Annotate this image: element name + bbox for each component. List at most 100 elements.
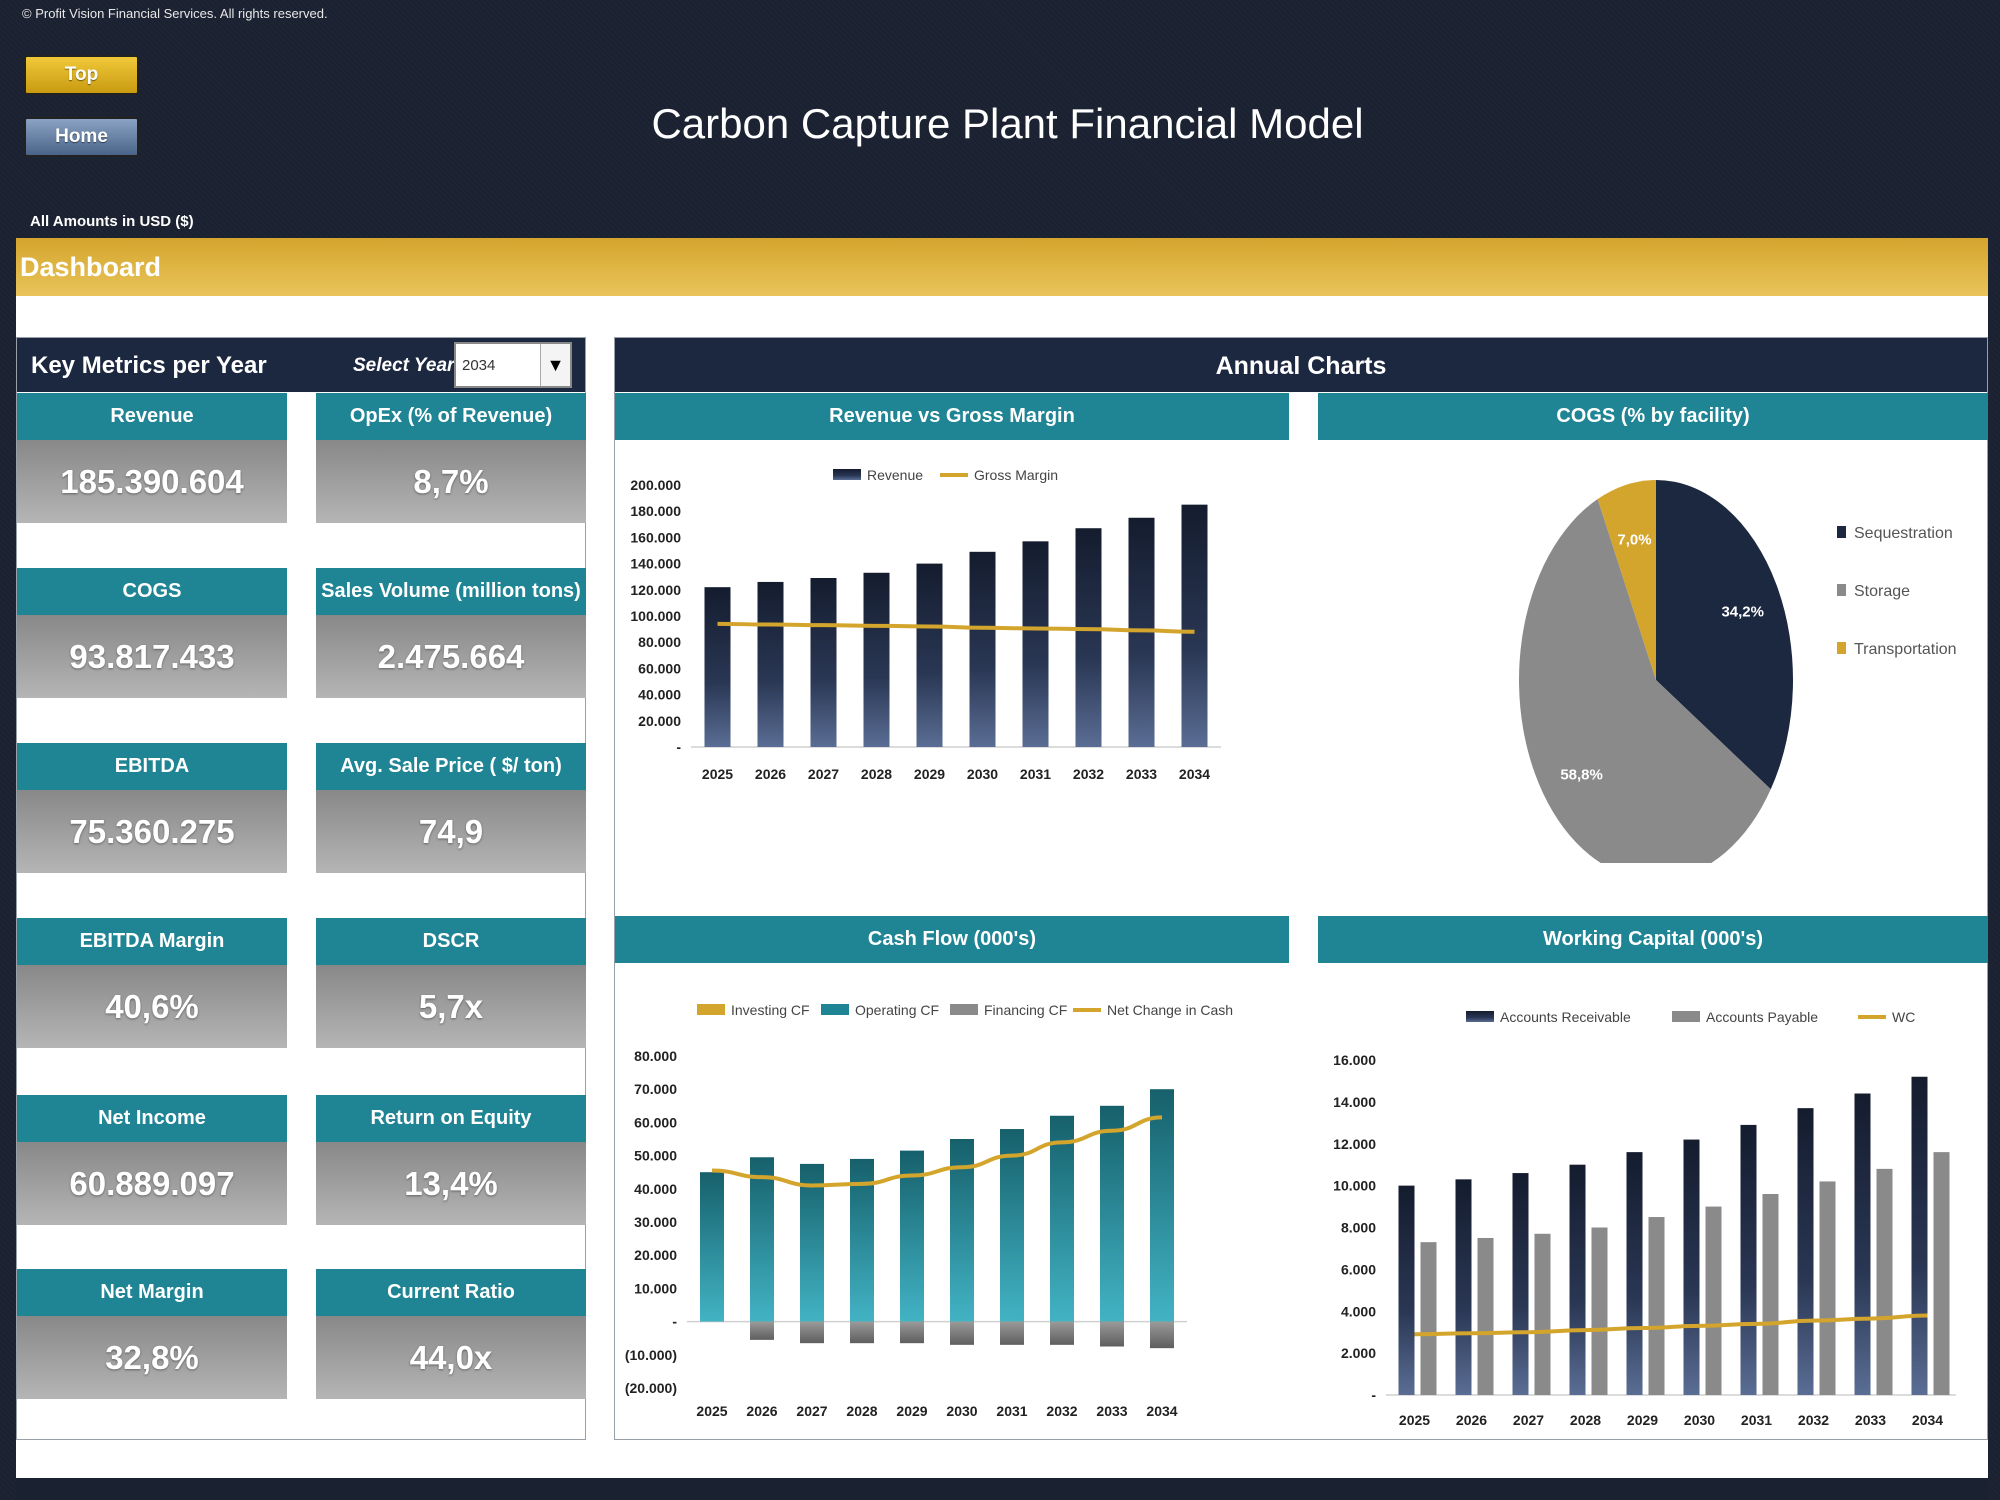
bar-operating-cf [800, 1163, 824, 1322]
x-tick-label: 2029 [1627, 1412, 1658, 1428]
key-metrics-header: Key Metrics per Year Select Year 2034 ▼ [17, 338, 585, 392]
bar-financing-cf [1150, 1321, 1174, 1349]
y-tick-label: - [676, 739, 681, 755]
bar-operating-cf [850, 1158, 874, 1322]
y-tick-label: 200.000 [630, 477, 681, 493]
metric-label: COGS [17, 568, 287, 615]
pie-slice-storage [1519, 499, 1771, 881]
metric-value: 13,4% [316, 1142, 586, 1225]
bar-accounts-payable [1648, 1217, 1665, 1395]
y-tick-label: 16.000 [1333, 1052, 1376, 1068]
bar-revenue [1022, 541, 1049, 747]
legend-swatch [1837, 584, 1846, 596]
x-tick-label: 2032 [1046, 1403, 1077, 1419]
bar-revenue [704, 587, 731, 747]
bar-operating-cf [900, 1150, 924, 1322]
x-tick-label: 2033 [1855, 1412, 1886, 1428]
pie-slice-sequestration [1656, 480, 1793, 790]
home-button[interactable]: Home [24, 117, 139, 157]
cogs-chart: COGS (% by facility) 34,2% 58,8% 7,0% Seque… [1318, 393, 1988, 881]
metric-card: OpEx (% of Revenue) 8,7% [316, 393, 586, 523]
bar-accounts-payable [1591, 1227, 1608, 1395]
y-tick-label: 4.000 [1341, 1303, 1376, 1319]
x-tick-label: 2034 [1912, 1412, 1943, 1428]
x-tick-label: 2025 [696, 1403, 727, 1419]
legend-label: Investing CF [731, 1002, 810, 1018]
metric-card: Avg. Sale Price ( $/ ton) 74,9 [316, 743, 586, 873]
bar-accounts-receivable [1455, 1179, 1472, 1395]
metric-label: Revenue [17, 393, 287, 440]
bar-revenue [863, 572, 890, 747]
metric-card: Return on Equity 13,4% [316, 1095, 586, 1225]
x-tick-label: 2030 [946, 1403, 977, 1419]
x-tick-label: 2034 [1179, 766, 1210, 782]
y-tick-label: 30.000 [634, 1214, 677, 1230]
metric-value: 185.390.604 [17, 440, 287, 523]
x-tick-label: 2030 [1684, 1412, 1715, 1428]
metric-card: Current Ratio 44,0x [316, 1269, 586, 1399]
line-net-change-in-cash [711, 1115, 1163, 1188]
y-tick-label: 8.000 [1341, 1220, 1376, 1236]
metric-label: Net Margin [17, 1269, 287, 1316]
top-button[interactable]: Top [24, 55, 139, 95]
y-tick-label: 50.000 [634, 1148, 677, 1164]
cashflow-chart-title: Cash Flow (000's) [615, 916, 1289, 963]
bar-operating-cf [750, 1157, 774, 1322]
x-tick-label: 2029 [896, 1403, 927, 1419]
bar-financing-cf [800, 1321, 824, 1344]
cashflow-chart-svg: (20.000) (10.000) - 10.000 20.000 30.000 40.00… [625, 1002, 1233, 1419]
y-tick-label: - [672, 1314, 677, 1330]
x-tick-label: 2033 [1126, 766, 1157, 782]
metric-card: Net Margin 32,8% [17, 1269, 287, 1399]
x-tick-label: 2031 [1741, 1412, 1772, 1428]
x-tick-label: 2027 [1513, 1412, 1544, 1428]
copyright-text: © Profit Vision Financial Services. All … [22, 6, 328, 21]
bar-financing-cf [900, 1321, 924, 1344]
year-dropdown[interactable]: 2034 ▼ [454, 342, 572, 388]
chevron-down-icon[interactable]: ▼ [540, 344, 570, 386]
pie-slice-transportation [1597, 480, 1656, 680]
legend-label: Accounts Payable [1706, 1009, 1818, 1025]
x-tick-label: 2027 [808, 766, 839, 782]
legend-label: Net Change in Cash [1107, 1002, 1233, 1018]
y-tick-label: 10.000 [1333, 1178, 1376, 1194]
x-tick-label: 2025 [702, 766, 733, 782]
year-dropdown-value: 2034 [462, 357, 496, 374]
bar-financing-cf [1100, 1321, 1124, 1347]
cogs-chart-svg: 34,2% 58,8% 7,0% Sequestration Storage Transp… [1519, 480, 1957, 881]
metric-label: Sales Volume (million tons) [316, 568, 586, 615]
x-tick-label: 2026 [755, 766, 786, 782]
metric-value: 40,6% [17, 965, 287, 1048]
bar-revenue [1075, 528, 1102, 747]
metric-label: Avg. Sale Price ( $/ ton) [316, 743, 586, 790]
x-tick-label: 2028 [1570, 1412, 1601, 1428]
bar-revenue [916, 563, 943, 747]
bar-accounts-payable [1477, 1237, 1494, 1395]
legend-label: Financing CF [984, 1002, 1067, 1018]
working-capital-chart: Working Capital (000's) - 2.000 4.000 6.000… [1318, 916, 1988, 1438]
y-tick-label: 20.000 [638, 713, 681, 729]
wc-chart-svg: - 2.000 4.000 6.000 8.000 10.000 12.000 14.000 1… [1333, 1009, 1956, 1428]
y-tick-label: 180.000 [630, 503, 681, 519]
bar-accounts-payable [1420, 1242, 1437, 1395]
annual-charts-panel: Annual Charts Revenue vs Gross Margin - 2… [614, 337, 1988, 1440]
bar-accounts-payable [1705, 1206, 1722, 1395]
bar-accounts-receivable [1911, 1076, 1928, 1395]
legend-swatch [1837, 526, 1846, 538]
legend-swatch [950, 1004, 978, 1015]
currency-note: All Amounts in USD ($) [30, 213, 194, 230]
bar-accounts-payable [1933, 1152, 1950, 1395]
bar-financing-cf [750, 1321, 774, 1340]
metric-value: 5,7x [316, 965, 586, 1048]
metric-card: EBITDA Margin 40,6% [17, 918, 287, 1048]
select-year-label: Select Year [353, 355, 455, 376]
metric-card: Revenue 185.390.604 [17, 393, 287, 523]
pie-data-label: 34,2% [1721, 603, 1764, 620]
legend-swatch [697, 1004, 725, 1015]
y-tick-label: 12.000 [1333, 1136, 1376, 1152]
metric-label: DSCR [316, 918, 586, 965]
bar-operating-cf [1100, 1105, 1124, 1322]
x-tick-label: 2033 [1096, 1403, 1127, 1419]
x-tick-label: 2031 [996, 1403, 1027, 1419]
legend-label: Accounts Receivable [1500, 1009, 1631, 1025]
